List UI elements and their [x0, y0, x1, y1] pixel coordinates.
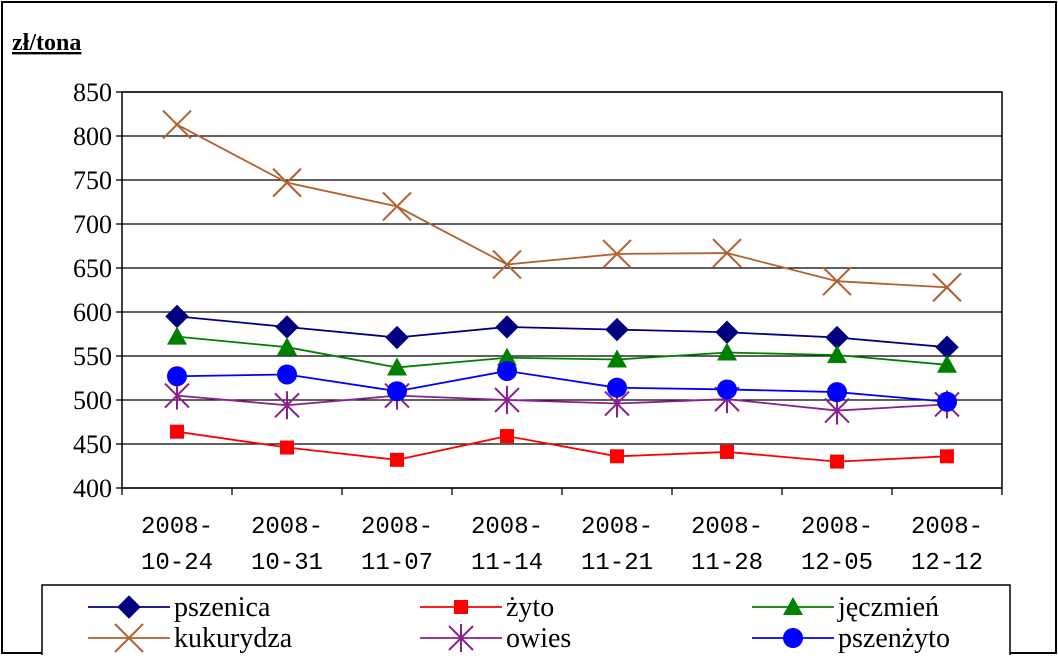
series-line [176, 394, 948, 412]
data-point [387, 381, 407, 402]
y-tick-label: 650 [73, 254, 112, 283]
legend-box [41, 584, 1011, 660]
data-point [605, 317, 629, 342]
x-tick-label: 2008- [471, 514, 543, 541]
plot-area: 850 800 750 700 650 600 550 500 450 400 2008- 10-24… [73, 78, 1003, 577]
y-tick-label: 850 [73, 78, 112, 107]
data-point [607, 377, 627, 398]
x-tick-label: 11-28 [691, 550, 763, 577]
data-point [712, 238, 742, 268]
x-tick-label: 10-31 [251, 550, 323, 577]
series-line [176, 123, 948, 289]
series-line [176, 335, 948, 369]
x-tick-label: 12-12 [911, 550, 983, 577]
legend-label: kukurydza [174, 623, 293, 654]
x-tick-label: 2008- [141, 514, 213, 541]
data-point [385, 325, 409, 350]
y-tick-label: 700 [73, 210, 112, 239]
legend-marker [783, 597, 803, 615]
data-point [277, 337, 297, 356]
legend-marker [454, 600, 468, 614]
series-line [176, 430, 948, 463]
data-point [280, 440, 294, 455]
data-point [940, 449, 954, 464]
data-point [170, 424, 184, 439]
x-tick-label: 11-21 [581, 550, 653, 577]
data-point [937, 354, 957, 373]
data-point [162, 109, 192, 140]
data-point [720, 444, 734, 459]
data-point [827, 345, 847, 364]
data-point [167, 326, 187, 345]
x-tick-label: 10-24 [141, 550, 213, 577]
data-point [382, 191, 412, 222]
data-point [492, 249, 522, 280]
x-tick-label: 11-14 [471, 550, 543, 577]
data-point [494, 386, 520, 414]
data-point [272, 167, 302, 198]
data-point [822, 266, 852, 296]
legend-label: żyto [506, 592, 554, 623]
data-point [497, 347, 517, 366]
series-line [176, 315, 948, 349]
data-point [167, 366, 187, 387]
legend-label: owies [506, 623, 571, 654]
y-tick-label: 800 [73, 122, 112, 151]
data-point [277, 364, 297, 385]
data-point [610, 449, 624, 464]
legend: pszenica żyto jęczmień kukurydza owies pszenż… [41, 584, 1011, 660]
y-tick-label: 450 [73, 430, 112, 459]
data-point [827, 382, 847, 403]
data-point [497, 360, 517, 381]
x-tick-label: 11-07 [361, 550, 433, 577]
y-tick-label: 600 [73, 298, 112, 327]
y-tick-label: 750 [73, 166, 112, 195]
data-point [717, 342, 737, 361]
y-axis-label: zł/tona [12, 30, 81, 56]
y-tick-label: 550 [73, 342, 112, 371]
legend-label: pszenżyto [838, 623, 950, 654]
data-point [607, 349, 627, 368]
legend-marker [117, 595, 141, 619]
data-point [387, 357, 407, 376]
legend-marker [448, 624, 474, 652]
legend-marker [783, 628, 803, 648]
x-tick-label: 2008- [251, 514, 323, 541]
data-point [274, 391, 300, 420]
x-tick-label: 12-05 [801, 550, 873, 577]
data-point [164, 381, 190, 410]
legend-marker [114, 623, 144, 653]
series-line [176, 370, 948, 403]
data-point [390, 452, 404, 467]
data-point [500, 429, 514, 444]
legend-label: pszenica [174, 592, 271, 623]
data-point [602, 239, 632, 269]
data-point [937, 391, 957, 412]
y-tick-label: 500 [73, 386, 112, 415]
x-tick-label: 2008- [911, 514, 983, 541]
data-point [932, 272, 962, 303]
x-tick-label: 2008- [801, 514, 873, 541]
x-tick-label: 2008- [361, 514, 433, 541]
legend-label: jęczmień [837, 592, 939, 623]
data-point [495, 315, 519, 339]
data-point [830, 454, 844, 469]
x-tick-label: 2008- [581, 514, 653, 541]
x-tick-label: 2008- [691, 514, 763, 541]
y-tick-label: 400 [73, 474, 112, 503]
data-point [717, 379, 737, 400]
